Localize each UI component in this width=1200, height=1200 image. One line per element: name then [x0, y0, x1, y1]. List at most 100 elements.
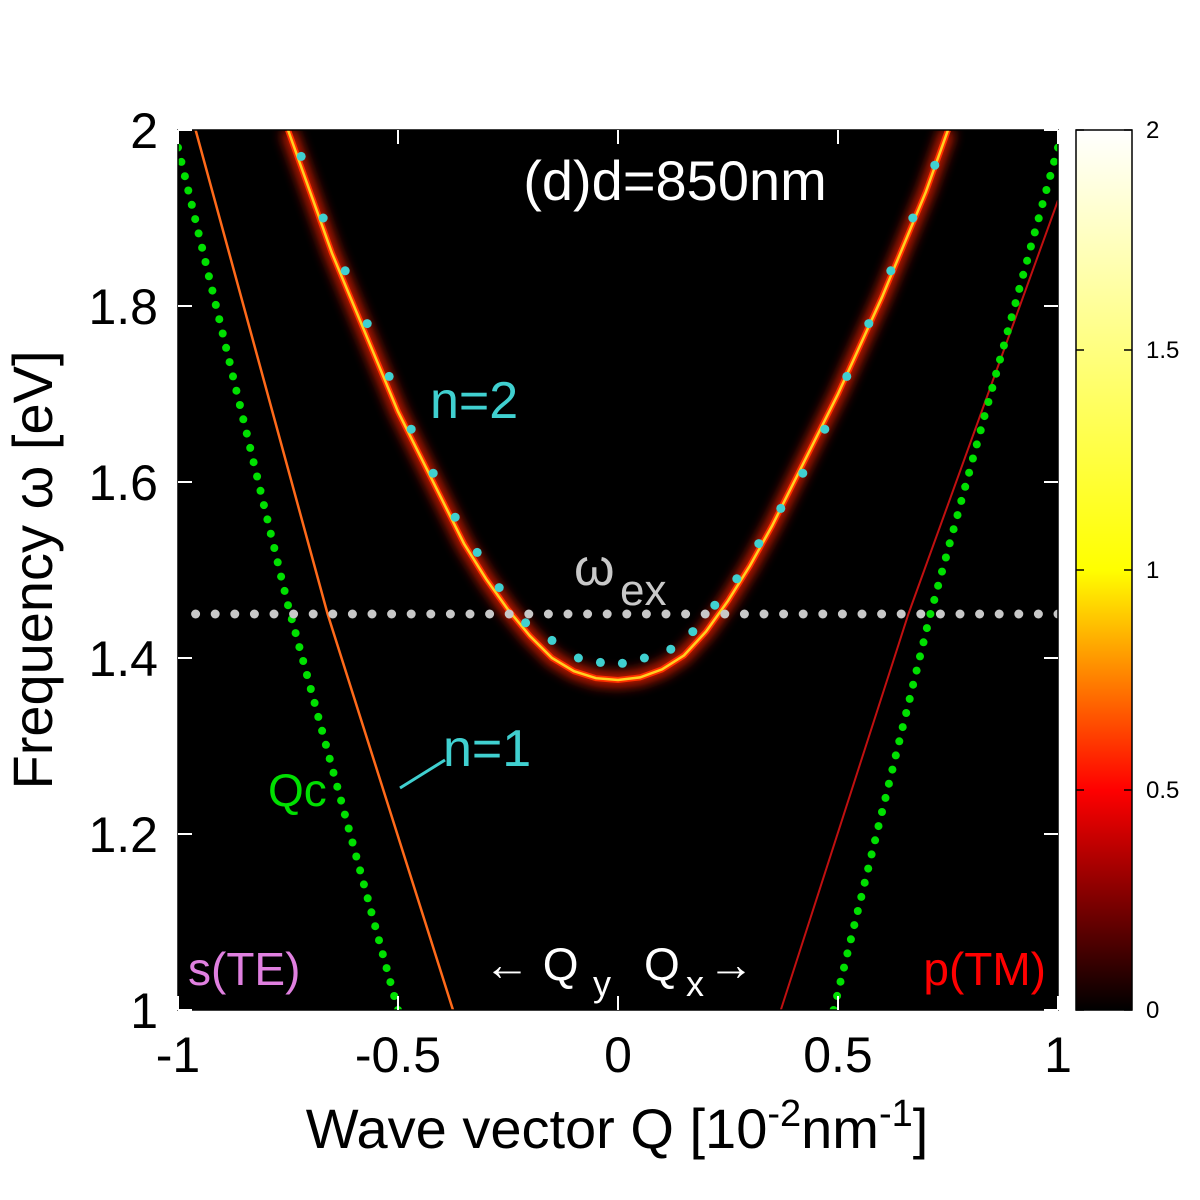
light-line-left-dot — [325, 754, 334, 763]
y-tick-label: 2 — [130, 103, 158, 159]
exciton-line-dot — [759, 609, 769, 619]
light-line-left-dot — [321, 740, 330, 749]
n2-fit-point — [754, 539, 764, 549]
n2-fit-point — [384, 371, 394, 381]
light-line-left-dot — [232, 386, 241, 395]
exciton-line-dot — [661, 609, 671, 619]
light-line-left-dot — [235, 401, 244, 409]
light-line-right-dot — [874, 822, 883, 831]
light-line-left-dot — [329, 768, 338, 777]
light-line-right-dot — [976, 426, 985, 435]
exciton-line-dot — [465, 609, 475, 619]
light-line-left-dot — [378, 950, 387, 959]
n2-fit-point — [472, 547, 482, 557]
te-label: s(TE) — [188, 943, 300, 995]
exciton-line-dot — [916, 609, 926, 619]
light-line-left-dot — [337, 796, 346, 805]
light-line-right-dot — [1030, 228, 1039, 237]
light-line-right-dot — [961, 482, 970, 491]
light-line-left-dot — [344, 824, 353, 833]
light-line-right-dot — [945, 539, 954, 548]
light-line-right-dot — [934, 581, 943, 590]
light-line-left-dot — [253, 472, 262, 481]
qx-label: Q x → — [644, 938, 754, 1004]
plot-background — [178, 130, 1058, 1010]
light-line-right-dot — [1038, 200, 1047, 209]
light-line-right-dot — [1023, 256, 1032, 265]
omega-ex-label: ω ex — [574, 539, 666, 615]
exciton-line-dot — [739, 609, 749, 619]
light-line-right-dot — [905, 694, 914, 703]
light-line-left-dot — [359, 880, 368, 889]
light-line-right-dot — [891, 751, 900, 760]
light-line-right-dot — [916, 652, 924, 661]
x-axis-ticks: -1 -0.5 0 0.5 1 — [156, 130, 1072, 1083]
light-line-right-dot — [871, 836, 880, 845]
exciton-line-dot — [445, 609, 455, 619]
y-tick-label: 1.4 — [88, 631, 158, 687]
colorbar-ticks: 0 0.5 1 1.5 2 — [1076, 117, 1179, 1024]
exciton-line-dot — [955, 609, 965, 619]
n2-fit-point — [428, 468, 438, 478]
n2-fit-point — [732, 574, 742, 584]
exciton-line-dot — [249, 609, 259, 619]
light-line-left-dot — [340, 810, 349, 819]
light-line-left-dot — [363, 894, 372, 903]
exciton-line-dot — [563, 609, 573, 619]
exciton-line-dot — [230, 609, 240, 619]
y-tick-label: 1.6 — [88, 455, 158, 511]
light-line-right-dot — [949, 525, 958, 534]
exciton-line-dot — [191, 609, 201, 619]
light-line-left-dot — [249, 458, 258, 467]
exciton-line-dot — [543, 609, 553, 619]
light-line-left-dot — [333, 782, 342, 791]
exciton-line-dot — [720, 609, 730, 619]
light-line-right-dot — [953, 511, 962, 520]
light-line-right-dot — [972, 440, 981, 449]
light-line-right-dot — [857, 892, 866, 901]
light-line-right-dot — [864, 864, 873, 873]
light-line-left-dot — [291, 629, 300, 638]
light-line-left-dot — [178, 143, 182, 152]
x-axis-label-main: Wave vector Q [10 — [306, 1097, 768, 1160]
light-line-left-dot — [187, 200, 196, 209]
light-line-right-dot — [1019, 270, 1028, 279]
exciton-line-dot — [289, 609, 299, 619]
n2-fit-point — [595, 657, 605, 667]
light-line-left-dot — [356, 866, 365, 875]
n1-label: n=1 — [443, 720, 531, 778]
light-line-right-dot — [992, 369, 1001, 378]
light-line-left-dot — [277, 572, 286, 581]
light-line-right-dot — [884, 779, 893, 788]
light-line-right-dot — [926, 610, 935, 618]
n2-fit-point — [296, 151, 306, 161]
n2-fit-point — [798, 468, 808, 478]
exciton-line-dot — [602, 609, 612, 619]
light-line-left-dot — [306, 685, 315, 693]
light-line-left-dot — [318, 726, 327, 735]
x-tick-label: -1 — [156, 1027, 200, 1083]
n2-fit-point — [406, 424, 416, 434]
light-line-left-dot — [371, 922, 380, 931]
light-line-left-dot — [299, 657, 308, 665]
light-line-left-dot — [191, 215, 200, 224]
omega-ex-symbol: ω — [574, 539, 615, 597]
light-line-left-dot — [201, 258, 210, 266]
light-line-right-dot — [965, 468, 974, 477]
n2-fit-point — [842, 371, 852, 381]
n2-fit-point — [820, 424, 830, 434]
tm-label: p(TM) — [923, 943, 1046, 995]
light-line-right-dot — [850, 921, 859, 930]
light-line-left-dot — [280, 586, 289, 595]
x-axis-label-mid: nm — [801, 1097, 879, 1160]
light-line-left-dot — [263, 515, 272, 524]
light-line-left-dot — [246, 443, 255, 452]
light-line-right-dot — [1003, 327, 1012, 336]
exciton-line-dot — [896, 609, 906, 619]
light-line-left-dot — [242, 429, 251, 438]
exciton-line-dot — [818, 609, 828, 619]
colorbar-tick-label: 0.5 — [1146, 777, 1179, 804]
light-line-left-dot — [375, 936, 383, 945]
n2-fit-point — [573, 653, 583, 663]
exciton-line-dot — [1053, 609, 1058, 619]
